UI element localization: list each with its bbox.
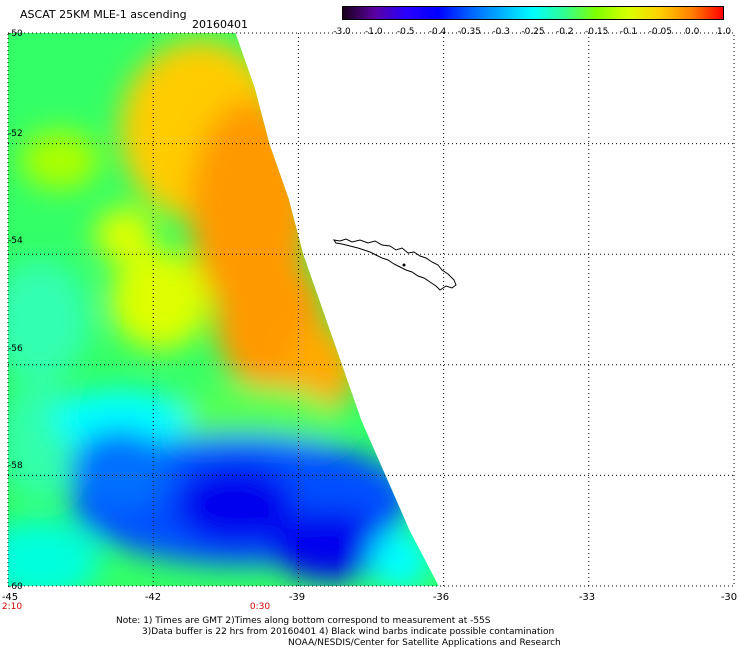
- colorbar-label: 1.0: [716, 27, 732, 37]
- lat-label: -60: [8, 582, 23, 592]
- lat-label: -56: [8, 344, 23, 354]
- lon-label: -42: [145, 592, 161, 603]
- colorbar-label: -0.4: [428, 27, 447, 37]
- lat-lon-grid: [8, 33, 734, 586]
- lon-label: -36: [433, 592, 449, 603]
- lon-label: -45: [2, 592, 18, 603]
- colorbar-label: -1.0: [365, 27, 383, 37]
- product-date: 20160401: [192, 18, 248, 31]
- colorbar-label: -3.0: [333, 27, 351, 37]
- time-label: 2:10: [2, 602, 22, 612]
- footnotes: Note: 1) Times are GMT 2)Times along bot…: [116, 616, 561, 649]
- colorbar-label: -0.3: [492, 27, 510, 37]
- colorbar: [342, 6, 724, 20]
- note-line: Note: 1) Times are GMT 2)Times along bot…: [116, 616, 491, 626]
- lon-axis-labels: -45 -42 -39 -36 -33 -30: [2, 592, 737, 603]
- lon-label: -33: [579, 592, 595, 603]
- colorbar-label: -0.1: [619, 27, 638, 37]
- island-dot: [402, 263, 406, 267]
- colorbar-label: -0.05: [648, 27, 672, 37]
- swath-field: [8, 33, 439, 586]
- lon-label: -30: [721, 592, 737, 603]
- colorbar-label: -0.5: [396, 27, 415, 37]
- colorbar-labels: -3.0 -1.0 -0.5 -0.4 -0.35 -0.3 -0.25 -0.…: [328, 27, 738, 39]
- lat-label: -58: [8, 461, 23, 471]
- colorbar-label: -0.35: [457, 27, 481, 37]
- colorbar-label: -0.25: [521, 27, 545, 37]
- lat-label: -50: [8, 29, 23, 39]
- lat-label: -52: [8, 129, 23, 139]
- product-title: ASCAT 25KM MLE-1 ascending: [20, 8, 187, 21]
- note-line: 3)Data buffer is 22 hrs from 20160401 4)…: [142, 627, 555, 637]
- colorbar-label: 0.0: [684, 27, 700, 37]
- colorbar-label: -0.15: [585, 27, 609, 37]
- time-label: 0:30: [250, 602, 270, 612]
- lat-label: -54: [8, 236, 23, 246]
- note-line: NOAA/NESDIS/Center for Satellite Applica…: [288, 638, 561, 648]
- lon-label: -39: [289, 592, 305, 603]
- south-georgia-coastline: [332, 238, 457, 291]
- colorbar-label: -0.2: [556, 27, 574, 37]
- time-labels: 2:10 0:30: [2, 602, 270, 612]
- lat-axis-labels: -50 -52 -54 -56 -58 -60: [8, 29, 23, 592]
